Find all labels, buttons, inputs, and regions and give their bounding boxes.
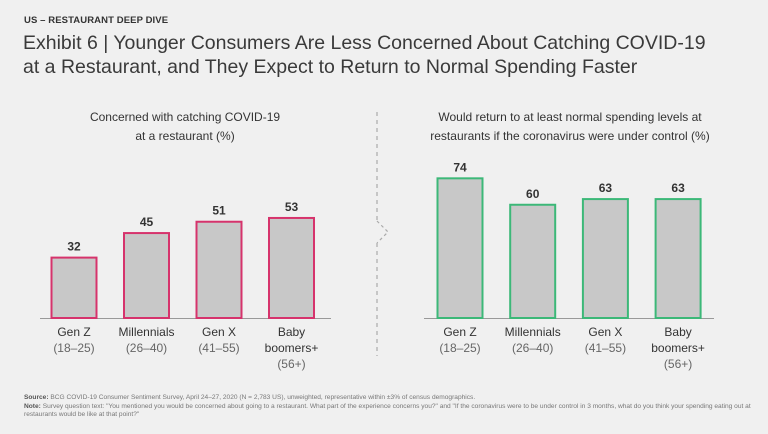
right-chart-title-line-1: Would return to at least normal spending… (438, 110, 702, 124)
age-range-label: (26–40) (126, 341, 167, 355)
panel-divider (376, 112, 389, 356)
source-label: Source: (24, 394, 49, 401)
note-label: Note: (24, 402, 41, 410)
kicker-label: US – RESTAURANT DEEP DIVE (24, 15, 169, 26)
title-line-2: at a Restaurant, and They Expect to Retu… (23, 56, 638, 78)
bar-gen-x (195, 220, 243, 319)
left-bar-chart: 32 Gen Z (18–25) 45 Millennials (26–40) 51 Gen … (40, 200, 331, 371)
category-label: Millennials (118, 325, 174, 339)
survey-note: Note: Survey question text: "You mention… (24, 403, 754, 420)
data-label: 53 (285, 200, 299, 214)
left-chart-title-line-1: Concerned with catching COVID-19 (89, 110, 281, 124)
age-range-label: (26–40) (512, 341, 553, 355)
category-label: Gen X (588, 325, 622, 339)
age-range-label: (56+) (664, 357, 692, 371)
age-range-label: (18–25) (439, 341, 480, 355)
bar-baby-boomers (268, 216, 315, 319)
title-line-1: Exhibit 6 | Younger Consumers Are Less C… (23, 32, 706, 54)
left-chart-title-line-2: at a restaurant (%) (135, 129, 235, 143)
bar-millennials (509, 203, 557, 319)
exhibit-title: Exhibit 6 | Younger Consumers Are Less C… (23, 31, 743, 79)
bar-gen-z (50, 256, 98, 320)
right-chart-title: Would return to at least normal spending… (400, 108, 740, 146)
category-label: Gen Z (57, 325, 90, 339)
bar-gen-x (581, 198, 629, 319)
source-note: Source: BCG COVID-19 Consumer Sentiment … (24, 394, 754, 403)
age-range-label: (56+) (277, 357, 305, 371)
category-label: Baby (278, 325, 305, 339)
age-range-label: (41–55) (585, 341, 626, 355)
data-label: 63 (599, 181, 613, 195)
category-label: Gen X (202, 325, 236, 339)
category-label: Millennials (505, 325, 561, 339)
data-label: 63 (671, 181, 685, 195)
data-label: 74 (453, 160, 467, 174)
right-bar-chart: 74 Gen Z (18–25) 60 Millennials (26–40) 63 Gen … (424, 160, 714, 371)
bar-baby-boomers (654, 198, 702, 319)
age-range-label: (41–55) (198, 341, 239, 355)
category-label: boomers+ (651, 341, 705, 355)
category-label: Gen Z (443, 325, 476, 339)
bar-millennials (123, 232, 170, 319)
note-text: Survey question text: "You mentioned you… (24, 402, 751, 419)
age-range-label: (18–25) (53, 341, 94, 355)
left-chart-title: Concerned with catching COVID-19 at a re… (40, 108, 330, 146)
source-text: BCG COVID-19 Consumer Sentiment Survey, … (48, 394, 476, 401)
category-label: boomers+ (265, 341, 319, 355)
footnotes: Source: BCG COVID-19 Consumer Sentiment … (24, 394, 754, 420)
right-chart-title-line-2: restaurants if the coronavirus were unde… (430, 129, 710, 143)
bar-gen-z (436, 177, 484, 319)
data-label: 51 (212, 204, 226, 218)
category-label: Baby (664, 325, 691, 339)
data-label: 45 (140, 215, 154, 229)
divider-chevron-icon (376, 220, 389, 244)
data-label: 32 (67, 240, 81, 254)
data-label: 60 (526, 187, 540, 201)
